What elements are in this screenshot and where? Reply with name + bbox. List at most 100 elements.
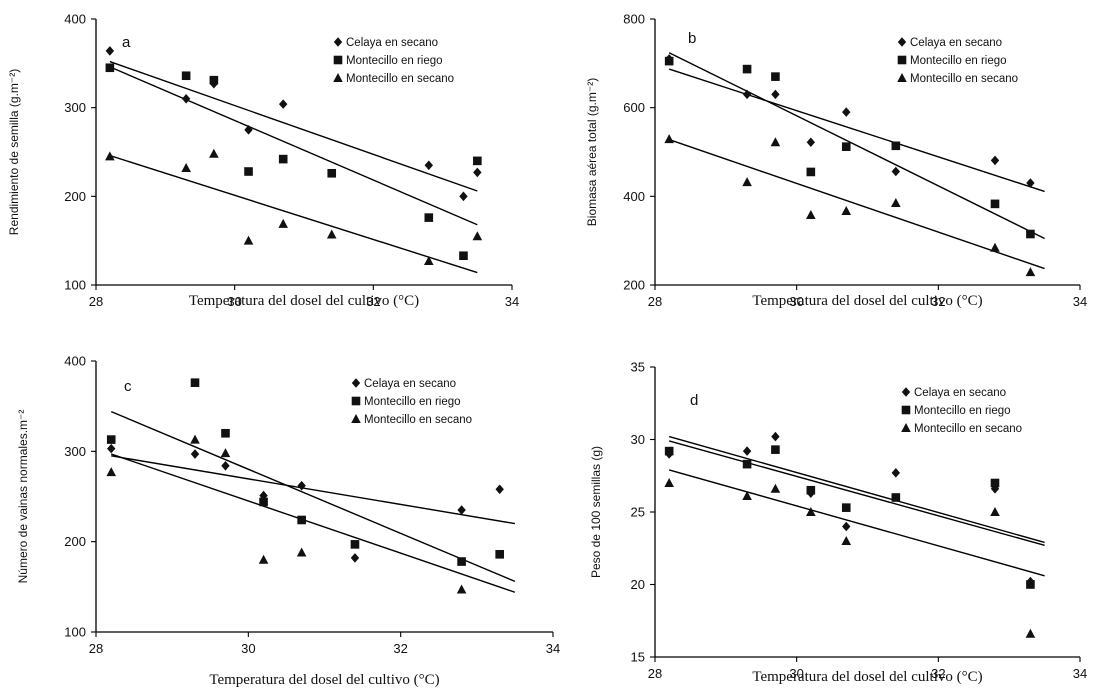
data-point-square: [350, 540, 360, 549]
legend: Celaya en secano Montecillo en riego Monte…: [351, 378, 472, 426]
data-point-square: [806, 167, 816, 177]
data-point-triangle: [770, 137, 781, 147]
data-point-diamond: [990, 155, 1000, 166]
data-point-diamond: [806, 137, 816, 148]
legend-label: Celaya en secano: [914, 387, 1006, 399]
y-tick-label: 800: [623, 12, 645, 27]
x-tick-label: 34: [505, 294, 519, 309]
fit-line-square: [110, 410, 516, 583]
data-point-square: [244, 167, 253, 176]
x-tick-label: 34: [546, 641, 560, 656]
legend-marker-triangle: [901, 423, 911, 432]
data-point-square: [297, 515, 306, 525]
data-point-diamond: [742, 446, 752, 456]
legend-marker-square: [897, 55, 907, 65]
x-tick-label: 30: [227, 294, 241, 309]
data-point-square: [105, 63, 115, 73]
data-point-square: [424, 213, 434, 222]
data-point-diamond: [891, 166, 901, 177]
legend-marker-triangle: [333, 73, 343, 82]
panel-label: b: [688, 30, 696, 47]
fit-line-square: [109, 66, 478, 226]
data-point-square: [190, 378, 200, 387]
data-point-diamond: [459, 191, 468, 202]
data-point-square: [1026, 229, 1035, 239]
x-axis-label: Temperatura del dosel del cultivo (°C): [752, 669, 982, 685]
x-tick-label: 28: [648, 666, 662, 681]
x-axis-label: Temperatura del dosel del cultivo (°C): [209, 672, 439, 688]
x-tick-label: 34: [1073, 294, 1087, 309]
fit-line-triangle: [111, 453, 516, 593]
legend-marker-square: [333, 55, 343, 65]
y-tick-label: 100: [64, 625, 86, 640]
panel-label: d: [690, 392, 698, 409]
x-tick-label: 32: [393, 641, 407, 656]
x-tick-label: 30: [241, 641, 255, 656]
legend-marker-diamond: [901, 387, 911, 397]
fit-line-square: [668, 52, 1045, 240]
fit-line-square: [668, 440, 1045, 547]
x-tick-label: 32: [366, 294, 380, 309]
data-point-triangle: [990, 242, 1000, 252]
data-point-triangle: [770, 483, 781, 493]
x-tick-label: 32: [931, 666, 945, 681]
data-point-diamond: [457, 505, 466, 515]
data-point-square: [891, 141, 901, 151]
y-axis-label: Peso de 100 semillas (g): [589, 446, 603, 578]
legend-label: Montecillo en secano: [910, 73, 1018, 85]
data-point-square: [209, 75, 219, 85]
fit-line-diamond: [111, 455, 516, 525]
data-point-triangle: [742, 491, 752, 501]
fit-line-diamond: [668, 68, 1045, 193]
data-point-triangle: [181, 162, 191, 172]
data-point-triangle: [472, 231, 483, 241]
legend-label: Montecillo en riego: [364, 396, 461, 408]
legend-label: Celaya en secano: [910, 37, 1002, 49]
data-point-triangle: [1025, 628, 1036, 638]
fit-line-diamond: [668, 435, 1045, 544]
data-point-triangle: [742, 177, 752, 187]
y-tick-label: 400: [64, 12, 86, 27]
y-tick-label: 400: [64, 354, 86, 369]
x-tick-label: 32: [931, 294, 945, 309]
data-point-diamond: [244, 125, 253, 135]
data-point-square: [664, 446, 674, 456]
panel-label: a: [122, 34, 131, 51]
data-point-square: [181, 71, 191, 81]
y-tick-label: 200: [623, 278, 645, 293]
y-tick-label: 25: [631, 505, 645, 520]
data-point-diamond: [181, 94, 191, 104]
data-point-square: [221, 428, 230, 438]
x-tick-label: 34: [1073, 666, 1087, 681]
legend-marker-triangle: [897, 73, 907, 82]
legend: Celaya en secano Montecillo en riego Monte…: [897, 37, 1018, 85]
data-point-triangle: [209, 148, 219, 158]
data-point-square: [1026, 580, 1035, 589]
data-point-square: [278, 154, 288, 164]
data-point-triangle: [106, 467, 117, 477]
x-tick-label: 28: [89, 641, 103, 656]
data-point-square: [742, 459, 752, 469]
x-tick-label: 30: [789, 294, 803, 309]
data-point-triangle: [243, 235, 254, 245]
data-point-diamond: [842, 521, 851, 532]
data-point-diamond: [190, 449, 200, 459]
data-point-square: [891, 493, 901, 502]
fit-line-diamond: [109, 60, 478, 192]
data-point-triangle: [806, 209, 816, 219]
data-point-diamond: [424, 160, 433, 171]
panel-label: c: [124, 378, 132, 395]
legend-marker-diamond: [897, 37, 907, 47]
y-tick-label: 15: [631, 650, 645, 665]
x-tick-label: 28: [648, 294, 662, 309]
data-point-triangle: [296, 547, 307, 557]
legend-label: Montecillo en riego: [346, 55, 443, 67]
panel-d: 15 20 25 30 35 28 30 32 34 Temperatura del dosel …: [589, 360, 1087, 686]
legend-marker-diamond: [333, 37, 343, 47]
data-point-square: [327, 168, 337, 178]
data-point-triangle: [806, 507, 816, 516]
y-tick-label: 20: [631, 577, 645, 592]
x-tick-label: 30: [789, 666, 803, 681]
legend-label: Celaya en secano: [346, 37, 438, 49]
